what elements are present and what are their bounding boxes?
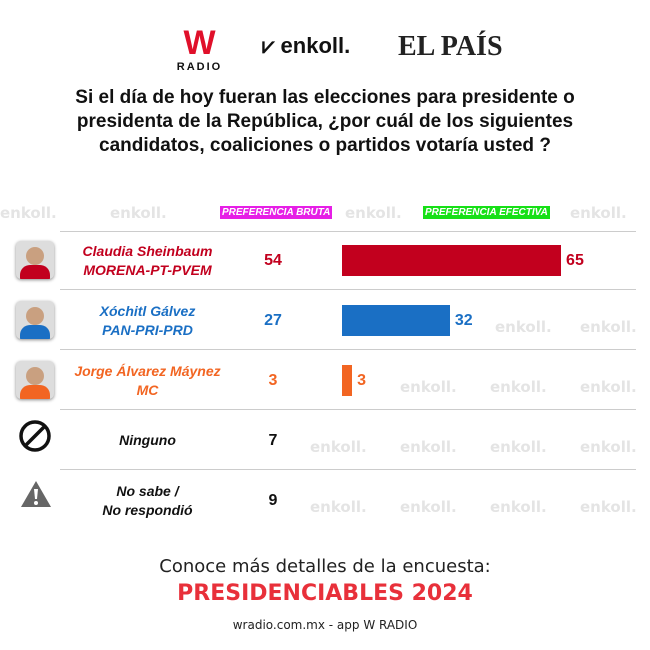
site-link[interactable]: wradio.com.mx - app W RADIO (232, 618, 418, 632)
enkoll-watermark: enkoll. (490, 438, 547, 456)
w-radio-logo: W RADIO (176, 24, 223, 73)
preferencia-bruta-value: 7 (268, 432, 278, 449)
enkoll-watermark: enkoll. (310, 498, 367, 516)
option-label: No sabe / No respondió (60, 482, 235, 520)
survey-question: Si el día de hoy fueran las elecciones p… (75, 87, 575, 156)
preferencia-bruta-value: 54 (264, 252, 282, 269)
enkoll-watermark: enkoll. (490, 498, 547, 516)
preferencia-efectiva-value: 65 (566, 252, 584, 269)
option-label: Claudia Sheinbaum MORENA-PT-PVEM (60, 242, 235, 280)
preferencia-bruta-value: 3 (268, 372, 278, 389)
divider (60, 289, 636, 290)
enkoll-watermark: enkoll. (400, 438, 457, 456)
candidate-photo (16, 241, 54, 279)
el-pais-logo: EL PAÍS (398, 31, 503, 62)
enkoll-watermark: enkoll. (490, 378, 547, 396)
enkoll-watermark: enkoll. (110, 204, 167, 222)
divider (60, 409, 636, 410)
header-preferencia-efectiva: PREFERENCIA EFECTIVA (423, 206, 550, 219)
enkoll-watermark: enkoll. (400, 498, 457, 516)
candidate-photo (16, 361, 54, 399)
preferencia-efectiva-value: 3 (357, 372, 367, 389)
preferencia-efectiva-bar (342, 245, 562, 276)
preferencia-bruta-value: 9 (268, 492, 278, 509)
option-label: Ninguno (60, 431, 235, 450)
option-label: Jorge Álvarez Máynez MC (60, 362, 235, 400)
option-name: No sabe / (116, 483, 179, 499)
enkoll-watermark: enkoll. (580, 438, 637, 456)
option-label: Xóchitl Gálvez PAN-PRI-PRD (60, 302, 235, 340)
option-party: MORENA-PT-PVEM (83, 262, 212, 278)
question-triangle-icon (21, 481, 51, 507)
enkoll-watermark: enkoll. (400, 378, 457, 396)
enkoll-logo: ⩗ enkoll. (262, 33, 351, 58)
divider (60, 349, 636, 350)
enkoll-watermark: enkoll. (495, 318, 552, 336)
option-name: Ninguno (119, 432, 176, 448)
prohibited-icon (19, 420, 51, 452)
preferencia-efectiva-bar (342, 305, 450, 336)
divider (60, 469, 636, 470)
option-party: No respondió (102, 502, 193, 518)
option-party: PAN-PRI-PRD (102, 322, 193, 338)
cta-title: PRESIDENCIABLES 2024 (177, 581, 473, 606)
divider (60, 231, 636, 232)
option-party: MC (136, 382, 159, 398)
enkoll-watermark: enkoll. (580, 498, 637, 516)
candidate-photo (16, 301, 54, 339)
enkoll-watermark: enkoll. (570, 204, 627, 222)
enkoll-watermark: enkoll. (0, 204, 57, 222)
enkoll-watermark: enkoll. (345, 204, 402, 222)
preferencia-bruta-value: 27 (264, 312, 282, 329)
option-name: Jorge Álvarez Máynez (74, 363, 221, 379)
enkoll-watermark: enkoll. (580, 318, 637, 336)
preferencia-efectiva-value: 32 (454, 312, 473, 329)
header-preferencia-bruta: PREFERENCIA BRUTA (220, 206, 333, 219)
option-name: Claudia Sheinbaum (82, 243, 213, 259)
enkoll-watermark: enkoll. (580, 378, 637, 396)
cta-text: Conoce más detalles de la encuesta: (159, 556, 491, 577)
option-name: Xóchitl Gálvez (99, 303, 196, 319)
preferencia-efectiva-bar (342, 365, 353, 396)
enkoll-watermark: enkoll. (310, 438, 367, 456)
logos-header: W RADIO ⩗ enkoll. EL PAÍS (0, 25, 650, 80)
